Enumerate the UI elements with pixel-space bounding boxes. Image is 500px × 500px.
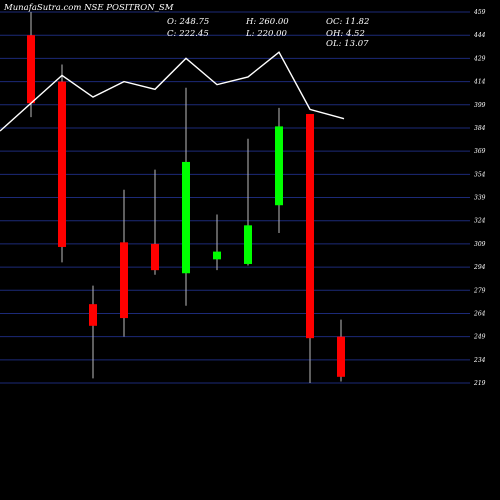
- candles: [27, 12, 345, 383]
- y-tick-label: 369: [474, 148, 486, 155]
- y-tick-label: 219: [473, 380, 486, 387]
- open-value: O: 248.75: [167, 17, 209, 27]
- low-value: L: 220.00: [245, 29, 288, 39]
- open-close-diff: OC: 11.82: [326, 17, 369, 27]
- y-tick-label: 279: [473, 287, 486, 294]
- high-value: H: 260.00: [245, 17, 289, 27]
- open-low-diff: OL: 13.07: [326, 39, 369, 49]
- overlay-line-path: [0, 51, 345, 132]
- bearish-candle: [27, 35, 35, 104]
- overlay-line: [0, 51, 345, 132]
- y-tick-label: 339: [474, 195, 486, 202]
- y-tick-label: 324: [474, 218, 486, 225]
- close-value: C: 222.45: [167, 29, 209, 39]
- open-high-diff: OH: 4.52: [326, 29, 365, 39]
- y-tick-label: 354: [474, 171, 486, 178]
- bullish-candle: [275, 126, 283, 206]
- bearish-candle: [58, 81, 66, 247]
- y-tick-label: 309: [474, 241, 486, 248]
- y-tick-label: 429: [473, 55, 486, 62]
- bullish-candle: [182, 161, 190, 274]
- bearish-candle: [337, 336, 345, 377]
- y-tick-label: 444: [473, 32, 486, 39]
- bearish-candle: [306, 114, 314, 339]
- y-tick-label: 399: [474, 102, 486, 109]
- y-tick-label: 234: [473, 357, 486, 364]
- grid-lines: [0, 11, 470, 384]
- y-tick-label: 249: [473, 334, 486, 341]
- y-tick-label: 264: [473, 310, 486, 317]
- bullish-candle: [213, 251, 221, 260]
- bearish-candle: [120, 242, 128, 319]
- chart-title: MunafaSutra.com NSE POSITRON_SM: [3, 3, 174, 13]
- bearish-candle: [151, 243, 159, 271]
- y-axis-ticks: 459 444 429 414 399 384 369 354 339 324 309 294 279 2…: [473, 9, 486, 387]
- y-tick-label: 414: [473, 79, 486, 86]
- y-tick-label: 294: [473, 264, 486, 271]
- bearish-candle: [89, 304, 97, 326]
- y-tick-label: 459: [473, 9, 486, 16]
- bullish-candle: [244, 225, 252, 264]
- y-tick-label: 384: [474, 125, 486, 132]
